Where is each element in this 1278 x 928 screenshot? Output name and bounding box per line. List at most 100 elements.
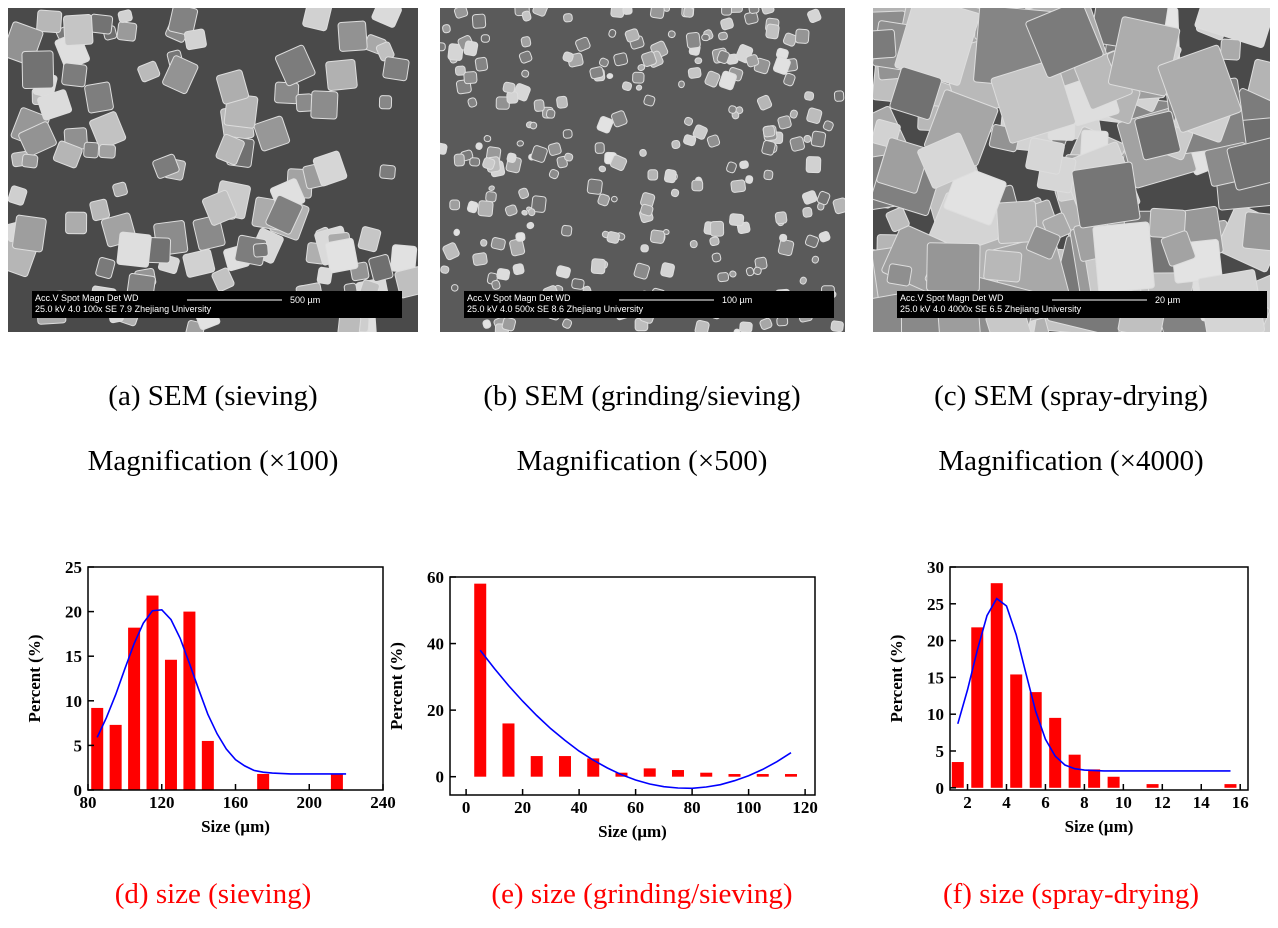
particle — [478, 200, 494, 216]
x-tick-label: 100 — [736, 798, 762, 817]
bar — [728, 774, 740, 777]
particle — [695, 58, 702, 64]
particle — [678, 81, 684, 88]
particle — [311, 91, 338, 119]
particle — [253, 243, 268, 257]
bar — [165, 660, 177, 790]
y-tick-label: 5 — [936, 742, 945, 761]
particle — [709, 236, 719, 246]
sem-header: Acc.V Spot Magn Det WD — [900, 293, 1004, 303]
sem-values: 25.0 kV 4.0 100x SE 7.9 Zhejiang Univers… — [35, 304, 212, 314]
chart-caption: (e) size (grinding/sieving) — [491, 878, 792, 910]
bar — [559, 756, 571, 777]
y-tick-label: 10 — [65, 692, 82, 711]
particle — [734, 329, 740, 334]
x-axis-title: Size (μm) — [598, 822, 667, 841]
particle — [622, 81, 632, 91]
particle — [587, 179, 603, 195]
particle — [671, 140, 680, 149]
fit-curve — [480, 650, 791, 788]
particle — [454, 154, 465, 166]
particle — [571, 278, 584, 289]
y-axis-title: Percent (%) — [387, 642, 406, 730]
particle — [777, 317, 788, 326]
bar — [128, 628, 140, 790]
particle — [450, 200, 460, 210]
y-tick-label: 0 — [936, 779, 945, 798]
particle — [379, 96, 391, 109]
x-tick-label: 120 — [792, 798, 818, 817]
x-tick-label: 2 — [963, 793, 972, 812]
particle — [763, 125, 775, 137]
x-tick-label: 200 — [297, 793, 323, 812]
particle — [472, 14, 486, 29]
caption: (b) SEM (grinding/sieving) — [483, 380, 800, 412]
bar — [502, 723, 514, 776]
particle — [811, 131, 826, 148]
particle — [864, 29, 896, 59]
y-tick-label: 0 — [436, 768, 445, 787]
particle — [632, 72, 644, 83]
bar — [257, 774, 269, 790]
particle — [503, 82, 516, 94]
particle — [648, 170, 658, 180]
particle — [89, 14, 113, 34]
x-tick-label: 80 — [80, 793, 97, 812]
y-tick-label: 30 — [927, 558, 944, 577]
y-tick-label: 20 — [427, 701, 444, 720]
x-tick-label: 12 — [1154, 793, 1171, 812]
particle — [475, 57, 488, 71]
particle — [464, 41, 479, 57]
particle — [683, 7, 693, 18]
particle — [718, 272, 729, 282]
bar — [757, 774, 769, 777]
particle — [491, 237, 506, 250]
particle — [1093, 222, 1155, 293]
particle — [664, 6, 670, 12]
particle — [22, 154, 38, 168]
y-tick-label: 25 — [927, 595, 944, 614]
particle — [325, 238, 359, 273]
particle — [623, 6, 633, 14]
particle — [690, 240, 697, 247]
particle — [1025, 137, 1065, 174]
particle — [517, 140, 524, 146]
sem-values: 25.0 kV 4.0 500x SE 8.6 Zhejiang Univers… — [467, 304, 644, 314]
sem-scale: 20 µm — [1155, 295, 1180, 305]
particle — [36, 10, 61, 33]
chart-caption: (d) size (sieving) — [115, 878, 312, 910]
particle — [775, 211, 787, 224]
particle — [338, 21, 368, 52]
particle — [480, 239, 487, 246]
particle — [660, 262, 675, 277]
x-tick-label: 20 — [514, 798, 531, 817]
particle — [688, 67, 702, 79]
particle — [804, 91, 814, 100]
particle — [496, 268, 510, 280]
sem-content — [435, 0, 848, 336]
bar — [952, 762, 964, 788]
x-axis-title: Size (µm) — [1065, 817, 1134, 836]
x-tick-label: 4 — [1002, 793, 1011, 812]
particle — [99, 144, 116, 158]
particle — [983, 249, 1022, 282]
particle — [650, 230, 665, 244]
figure: Acc.V Spot Magn Det WD 25.0 kV 4.0 100x S… — [0, 0, 1278, 928]
particle — [718, 32, 728, 41]
particle — [639, 149, 647, 157]
particle — [779, 234, 787, 242]
particle — [591, 259, 605, 274]
particle — [1220, 39, 1240, 60]
caption: (c) SEM (spray-drying) — [934, 380, 1208, 412]
particle — [789, 136, 805, 152]
particle — [729, 213, 744, 226]
bar — [147, 596, 159, 790]
particle — [887, 263, 912, 286]
x-tick-label: 60 — [627, 798, 644, 817]
magnification: Magnification (×100) — [88, 445, 339, 477]
y-tick-label: 15 — [65, 647, 82, 666]
y-axis-title: Percent (%) — [887, 635, 906, 723]
particle — [778, 239, 794, 256]
sem-image: Acc.V Spot Magn Det WD25.0 kV 4.0 4000x … — [835, 0, 1278, 365]
particle — [802, 207, 812, 217]
